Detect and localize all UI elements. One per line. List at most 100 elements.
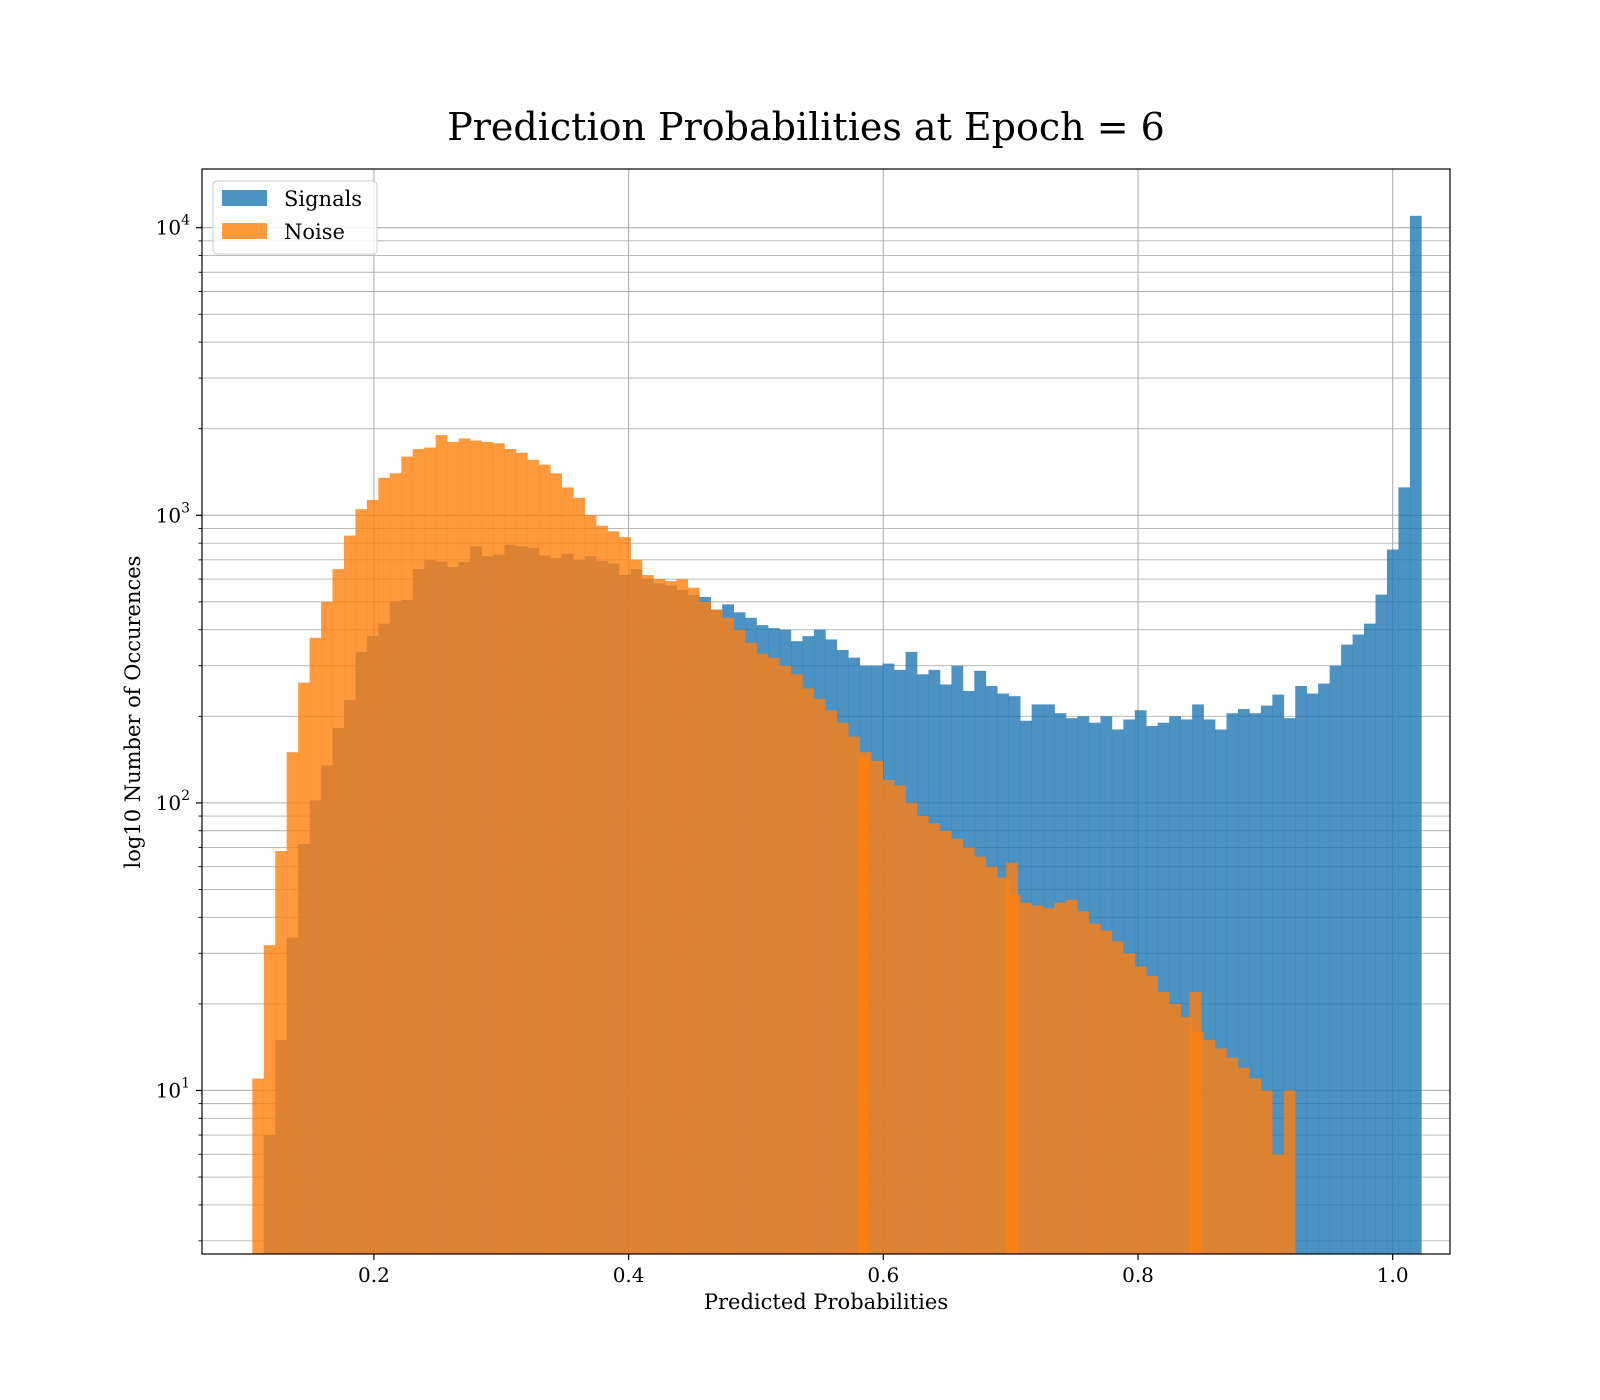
noise-bar [699, 601, 712, 1254]
noise-bar [424, 447, 436, 1255]
noise-bar [848, 736, 861, 1254]
noise-bar [263, 945, 276, 1254]
noise-bar [1157, 991, 1170, 1254]
noise-bar [928, 823, 941, 1254]
signals-bar [1192, 704, 1204, 1254]
noise-bar [790, 674, 803, 1254]
signals-bar [1295, 685, 1308, 1254]
noise-bar [1237, 1067, 1250, 1254]
noise-bar [1203, 1039, 1216, 1254]
y-tick-label: 101 [156, 1075, 190, 1102]
noise-bar [630, 559, 643, 1254]
noise-bar [470, 440, 482, 1254]
noise-bar [607, 531, 620, 1254]
noise-bar [1054, 902, 1067, 1254]
noise-bar [653, 579, 666, 1254]
noise-bar [857, 756, 869, 1254]
noise-bar [813, 698, 826, 1254]
ticks-layer: 0.2 0.4 0.6 0.8 1.0 101 102 103 104 [156, 213, 1409, 1287]
noise-bar [641, 574, 654, 1254]
noise-bar [550, 473, 563, 1254]
noise-bar [1283, 1090, 1296, 1254]
noise-bar [1215, 1048, 1227, 1254]
noise-bar [538, 464, 551, 1254]
noise-bar [1020, 902, 1032, 1254]
x-tick-label: 0.6 [867, 1263, 899, 1287]
noise-bar [836, 722, 849, 1254]
noise-bar [802, 688, 815, 1254]
signals-bar [1226, 713, 1239, 1254]
signals-bar [1180, 719, 1193, 1254]
noise-bar [1180, 1017, 1193, 1254]
noise-bar [527, 459, 540, 1254]
x-tick-label: 0.8 [1122, 1263, 1154, 1287]
noise-bar [1226, 1057, 1239, 1254]
x-tick-label: 1.0 [1377, 1263, 1409, 1287]
noise-bar [401, 456, 414, 1255]
noise-bar [1169, 1003, 1181, 1254]
noise-bar [252, 1078, 265, 1254]
signals-bar [1364, 623, 1376, 1254]
signals-bar [1375, 594, 1388, 1254]
noise-bar [619, 537, 631, 1254]
noise-bar [332, 569, 345, 1254]
noise-bar [275, 851, 287, 1254]
noise-bar [939, 830, 952, 1254]
signals-bar [1237, 709, 1250, 1254]
x-tick-label: 0.4 [613, 1263, 645, 1287]
noise-bar [676, 579, 689, 1254]
signals-bar [1409, 215, 1422, 1254]
noise-bar [768, 657, 780, 1254]
y-tick-label: 104 [156, 213, 190, 240]
signals-bar [1215, 729, 1227, 1254]
signals-bar [1260, 705, 1273, 1254]
noise-bar [687, 587, 700, 1254]
signals-bar [1306, 693, 1319, 1254]
noise-bar [366, 500, 379, 1255]
noise-bar [894, 785, 906, 1254]
noise-bar [309, 637, 322, 1254]
noise-bar [1260, 1090, 1273, 1254]
noise-bar [355, 509, 368, 1254]
noise-bar [1006, 862, 1018, 1254]
x-axis-label: Predicted Probabilities [704, 1290, 948, 1314]
noise-bar [1123, 953, 1136, 1254]
legend-swatch-noise [222, 223, 267, 239]
noise-bar [722, 617, 734, 1254]
noise-bar [515, 452, 528, 1254]
legend: Signals Noise [212, 180, 378, 255]
signals-bar [1283, 718, 1296, 1254]
noise-bar [1189, 991, 1202, 1254]
noise-bar [779, 665, 792, 1254]
signals-bar [1398, 487, 1411, 1254]
noise-bar [1249, 1078, 1262, 1254]
noise-bar [1066, 899, 1078, 1254]
signals-bar [1352, 634, 1365, 1254]
signals-bar [1249, 713, 1262, 1254]
noise-bar [664, 581, 677, 1254]
noise-bar [962, 847, 975, 1254]
noise-bar [1146, 976, 1159, 1254]
bars-layer [252, 215, 1422, 1255]
noise-bar [917, 816, 929, 1254]
noise-bar [1272, 1154, 1285, 1254]
noise-bar [951, 838, 964, 1254]
noise-bar [985, 866, 998, 1254]
noise-bar [596, 525, 608, 1254]
signals-bar [1203, 719, 1216, 1254]
legend-swatch-signals [222, 190, 267, 206]
noise-bar [573, 497, 585, 1254]
legend-label-signals: Signals [284, 187, 362, 211]
noise-bar [286, 752, 299, 1254]
noise-bar [584, 515, 597, 1254]
noise-bar [492, 443, 505, 1254]
noise-bar [1088, 923, 1101, 1254]
y-tick-label: 102 [156, 788, 190, 815]
signals-bar [1169, 716, 1181, 1254]
noise-bar [1043, 908, 1055, 1254]
noise-bar [825, 710, 838, 1254]
y-axis-label: log10 Number of Occurences [121, 556, 145, 869]
noise-bar [905, 802, 918, 1254]
noise-bar [435, 435, 448, 1255]
